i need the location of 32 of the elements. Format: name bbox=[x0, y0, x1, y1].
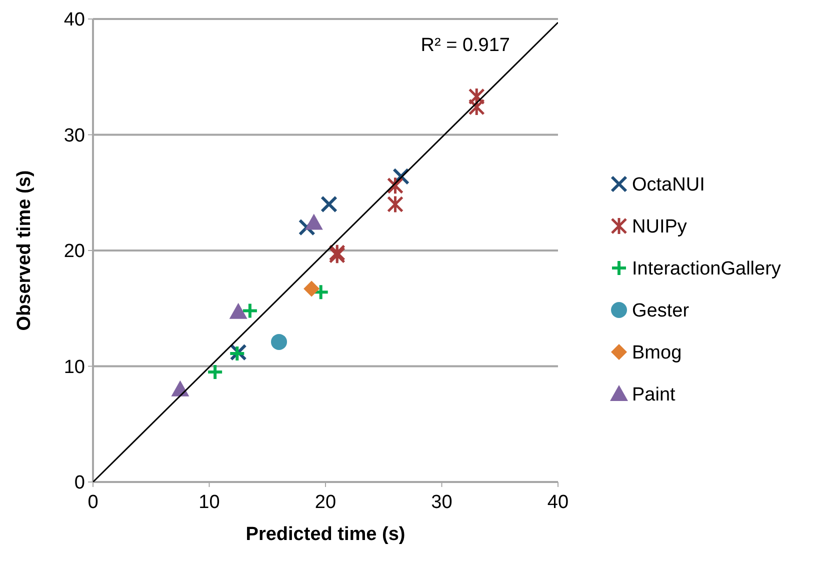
point bbox=[387, 176, 404, 195]
x-tick-label: 10 bbox=[198, 492, 220, 513]
y-tick-label: 40 bbox=[64, 10, 85, 31]
point bbox=[387, 194, 404, 214]
point bbox=[304, 280, 320, 297]
point bbox=[241, 302, 258, 320]
point bbox=[171, 380, 190, 396]
x-tick-label: 40 bbox=[547, 492, 569, 513]
point bbox=[298, 218, 316, 236]
annotation: R² = 0.917 bbox=[420, 35, 510, 56]
y-tick-label: 30 bbox=[64, 125, 85, 146]
x-axis-title: Predicted time (s) bbox=[246, 524, 406, 545]
point bbox=[271, 334, 287, 350]
point bbox=[468, 98, 485, 116]
point bbox=[320, 196, 338, 213]
y-tick-label: 20 bbox=[64, 241, 85, 262]
x-tick-label: 0 bbox=[88, 492, 98, 513]
y-tick-label: 0 bbox=[74, 472, 85, 494]
point bbox=[468, 87, 485, 106]
legend-label: InteractionGallery bbox=[632, 258, 782, 280]
point bbox=[229, 302, 248, 319]
y-axis-title: Observed time (s) bbox=[14, 170, 35, 331]
legend-label: Bmog bbox=[632, 342, 682, 364]
x-tick-label: 30 bbox=[431, 492, 452, 513]
legend-label: Gester bbox=[632, 300, 690, 322]
point bbox=[304, 214, 323, 230]
legend-label: OctaNUI bbox=[632, 174, 705, 196]
x-tick-label: 20 bbox=[314, 492, 336, 513]
legend-label: NUIPy bbox=[632, 216, 688, 238]
point bbox=[206, 364, 224, 381]
y-tick-label: 10 bbox=[64, 356, 85, 378]
legend-label: Paint bbox=[632, 384, 676, 406]
